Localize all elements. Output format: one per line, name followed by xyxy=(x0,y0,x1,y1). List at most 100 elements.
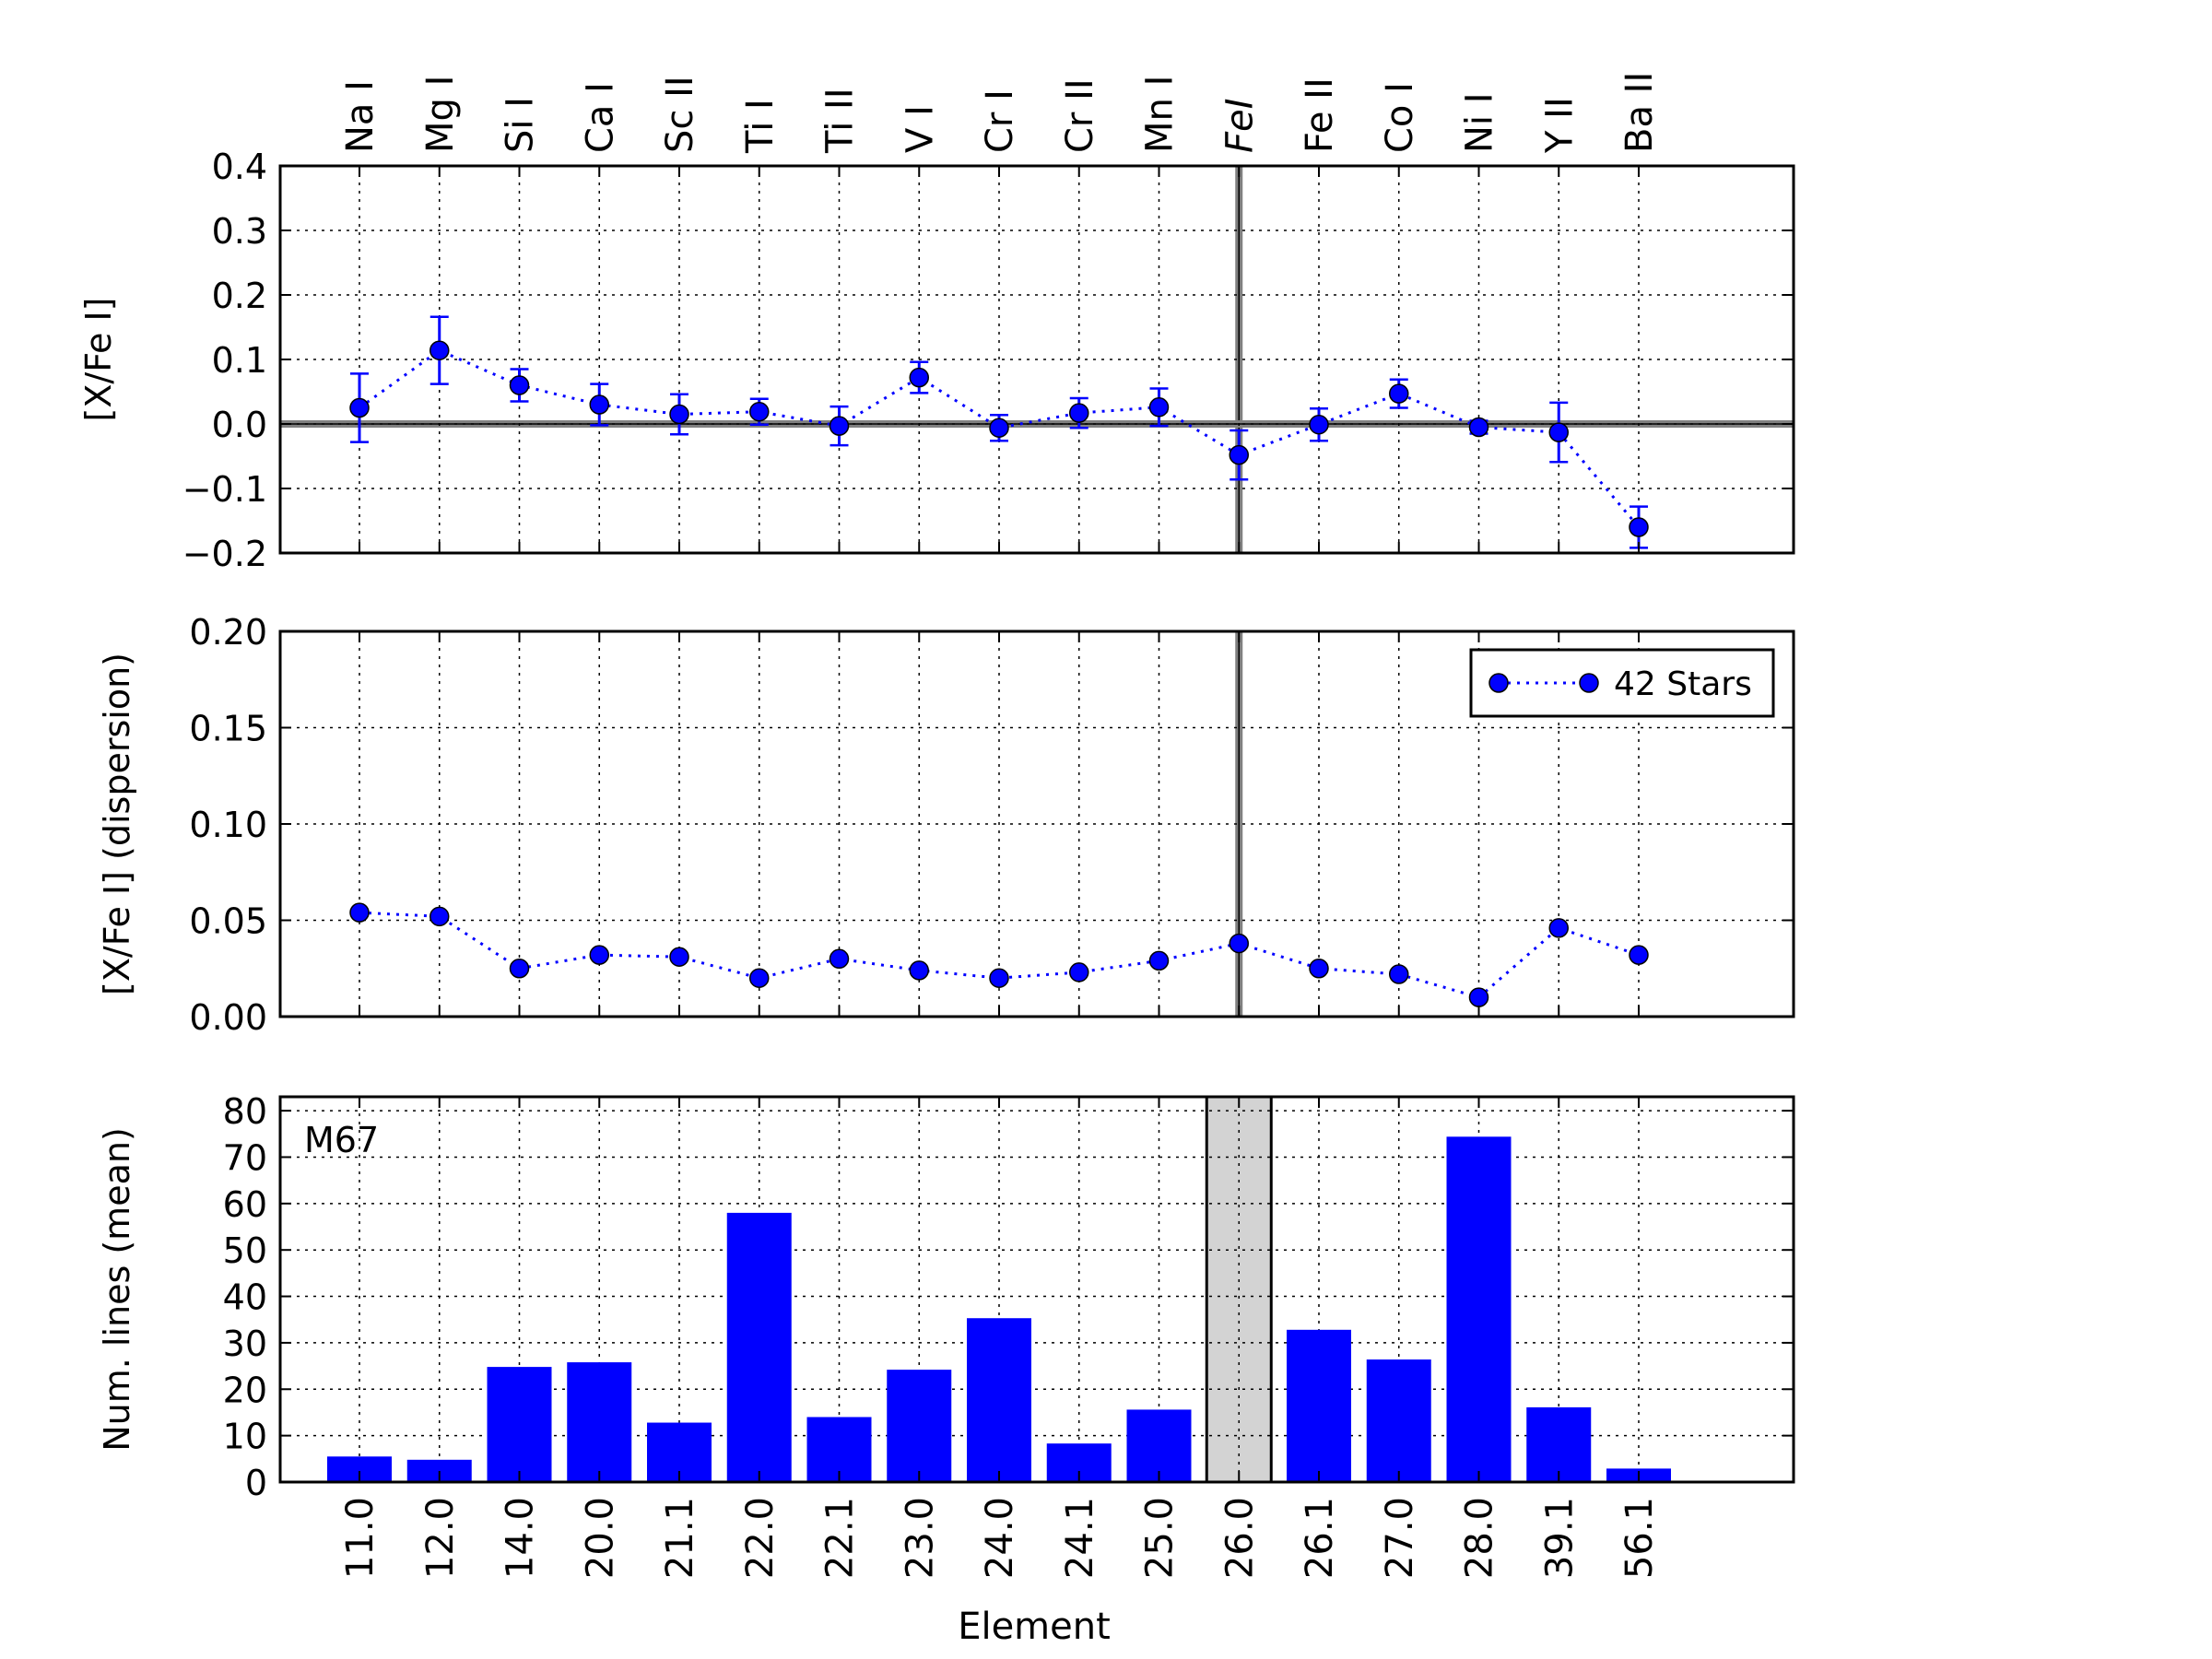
y-tick-label: 0.20 xyxy=(189,612,267,653)
data-point xyxy=(589,945,609,965)
top-element-label: Fe II xyxy=(1299,77,1341,153)
bottom-element-code: 56.1 xyxy=(1618,1497,1661,1579)
y-tick-label: 0.3 xyxy=(212,211,267,252)
bar xyxy=(487,1367,552,1482)
y-tick-label: 0.2 xyxy=(212,276,267,316)
bottom-element-code: 27.0 xyxy=(1379,1497,1421,1579)
y-tick-label: 10 xyxy=(223,1417,267,1457)
y-tick-label: 0.10 xyxy=(189,805,267,845)
top-element-label: Cr I xyxy=(979,89,1021,153)
y-tick-label: 0.00 xyxy=(189,997,267,1038)
data-point xyxy=(589,394,609,415)
series-line xyxy=(359,348,1641,528)
bottom-element-code: 26.1 xyxy=(1299,1497,1341,1579)
y-tick-label: 0 xyxy=(245,1463,267,1503)
data-point xyxy=(349,397,370,418)
y-tick-label: 0.0 xyxy=(212,405,267,445)
bar xyxy=(726,1212,792,1482)
data-point xyxy=(989,968,1009,988)
y-tick-label: 30 xyxy=(223,1324,267,1364)
abundance-y-axis-label: [X/Fe I] xyxy=(78,298,119,422)
data-point xyxy=(1229,444,1249,465)
bar xyxy=(887,1370,952,1482)
data-point xyxy=(909,960,929,981)
top-element-labels: Na I Mg I Si I Ca I Sc II Ti I Ti II V I Cr I Cr … xyxy=(339,72,1661,154)
abundance-panel: −0.2 −0.1 0.0 0.1 0.2 0.3 0.4 [X/Fe I] xyxy=(78,147,1795,574)
top-element-label: Na I xyxy=(339,80,382,153)
top-element-label: Ba II xyxy=(1618,72,1661,153)
data-point xyxy=(909,367,929,388)
data-point xyxy=(1468,987,1489,1007)
data-point xyxy=(1548,422,1569,442)
top-element-label: Si I xyxy=(500,97,542,153)
bottom-element-code: 22.1 xyxy=(819,1497,862,1579)
bottom-element-code: 22.0 xyxy=(739,1497,782,1579)
data-point xyxy=(829,416,850,436)
data-point xyxy=(1309,414,1329,435)
data-point xyxy=(509,375,530,395)
data-point xyxy=(669,404,689,425)
top-element-label: V I xyxy=(899,105,941,153)
x-axis-label: Element xyxy=(958,1606,1111,1648)
y-tick-label: 20 xyxy=(223,1370,267,1410)
y-tick-label: −0.1 xyxy=(182,469,267,510)
top-element-label: Sc II xyxy=(659,76,701,153)
bottom-element-code: 26.0 xyxy=(1218,1497,1261,1579)
bottom-element-codes: 11.0 12.0 14.0 20.0 21.1 22.0 22.1 23.0 24.0 24.1… xyxy=(339,1497,1661,1579)
legend-marker xyxy=(1488,673,1509,693)
bottom-element-code: 24.1 xyxy=(1059,1497,1101,1579)
data-point xyxy=(1309,959,1329,979)
legend-box xyxy=(1469,648,1775,718)
data-point xyxy=(1148,950,1170,971)
bottom-element-code: 23.0 xyxy=(899,1497,941,1579)
top-element-label: Y II xyxy=(1538,97,1581,154)
data-point xyxy=(429,340,450,360)
data-point xyxy=(349,902,370,923)
data-point xyxy=(509,959,530,979)
data-point xyxy=(1069,403,1089,423)
line-count-panel: 0 10 20 30 40 50 60 70 80 Num. lines (mean) M67 xyxy=(97,1091,1795,1503)
bottom-element-code: 28.0 xyxy=(1459,1497,1501,1579)
data-point xyxy=(829,948,850,970)
series-line xyxy=(359,911,1640,999)
bottom-element-code: 14.0 xyxy=(500,1497,542,1579)
y-tick-label: 50 xyxy=(223,1230,267,1271)
bar xyxy=(1446,1136,1512,1482)
y-tick-label: 0.4 xyxy=(212,147,267,187)
data-point xyxy=(1468,417,1489,438)
y-tick-label: 40 xyxy=(223,1277,267,1318)
bottom-element-code: 25.0 xyxy=(1139,1497,1182,1579)
top-element-label: Ti II xyxy=(819,88,862,154)
data-point xyxy=(1548,918,1569,938)
y-tick-label: 0.15 xyxy=(189,709,267,749)
data-point xyxy=(1389,964,1409,984)
top-element-label: Cr II xyxy=(1059,78,1101,153)
top-element-label: Mn I xyxy=(1139,76,1182,153)
data-point xyxy=(1389,383,1409,404)
legend-label: 42 Stars xyxy=(1614,665,1752,703)
bar xyxy=(967,1318,1031,1482)
line-count-panel-frame xyxy=(278,1095,1795,1484)
bar xyxy=(1366,1359,1431,1482)
y-tick-label: 0.1 xyxy=(212,340,267,381)
line-count-y-axis-label: Num. lines (mean) xyxy=(97,1127,137,1452)
top-element-label: Ti I xyxy=(739,99,782,154)
dispersion-panel: 0.00 0.05 0.10 0.15 0.20 [X/Fe I] (dispersio… xyxy=(97,612,1795,1038)
data-point xyxy=(1229,933,1249,954)
data-point xyxy=(429,906,450,927)
bottom-element-code: 24.0 xyxy=(979,1497,1021,1579)
cluster-annotation: M67 xyxy=(304,1120,379,1160)
data-point xyxy=(749,968,770,988)
y-tick-label: 0.05 xyxy=(189,901,267,942)
bottom-element-code: 21.1 xyxy=(659,1497,701,1579)
data-point xyxy=(1629,945,1649,965)
bottom-element-code: 11.0 xyxy=(339,1497,382,1579)
top-element-label: Ni I xyxy=(1459,92,1501,153)
data-point xyxy=(1069,962,1089,982)
data-point xyxy=(989,418,1009,438)
dispersion-y-axis-label: [X/Fe I] (dispersion) xyxy=(97,653,137,995)
bar xyxy=(1526,1406,1592,1482)
y-tick-label: −0.2 xyxy=(182,534,267,574)
bar xyxy=(1126,1409,1192,1482)
